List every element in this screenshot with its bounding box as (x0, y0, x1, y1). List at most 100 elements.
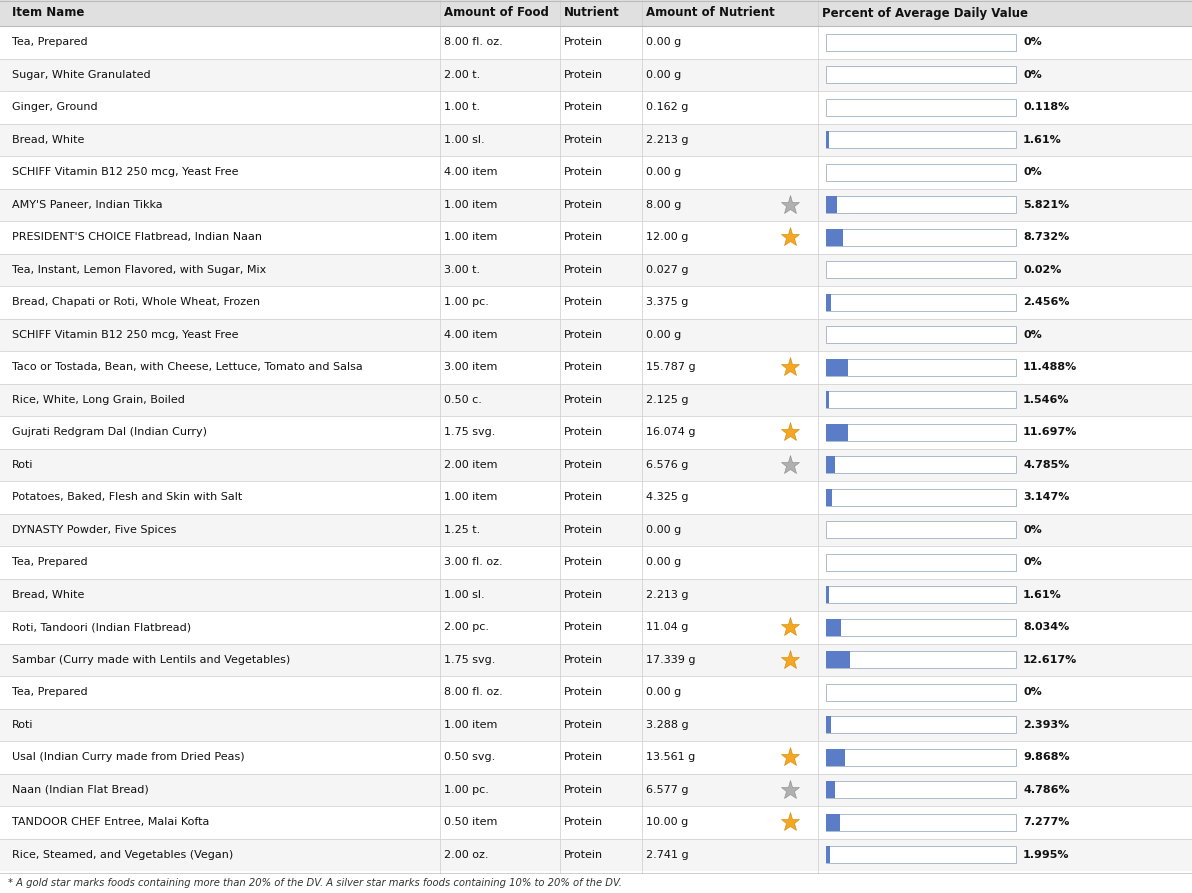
Text: 0%: 0% (1023, 688, 1042, 697)
Text: 1.00 pc.: 1.00 pc. (443, 785, 489, 795)
FancyBboxPatch shape (826, 359, 848, 376)
FancyBboxPatch shape (826, 651, 1016, 668)
Text: Protein: Protein (564, 38, 603, 47)
FancyBboxPatch shape (826, 66, 1016, 83)
Text: 1.00 pc.: 1.00 pc. (443, 297, 489, 307)
Text: Rice, White, Long Grain, Boiled: Rice, White, Long Grain, Boiled (12, 395, 185, 405)
FancyBboxPatch shape (0, 579, 1192, 611)
FancyBboxPatch shape (826, 587, 1016, 603)
Text: AMY'S Paneer, Indian Tikka: AMY'S Paneer, Indian Tikka (12, 200, 162, 210)
FancyBboxPatch shape (826, 163, 1016, 180)
Text: 0%: 0% (1023, 38, 1042, 47)
Text: 3.00 item: 3.00 item (443, 363, 497, 372)
Text: Protein: Protein (564, 557, 603, 567)
Text: Bread, White: Bread, White (12, 135, 85, 145)
Text: 1.00 item: 1.00 item (443, 232, 497, 242)
Text: * A gold star marks foods containing more than 20% of the DV. A silver star mark: * A gold star marks foods containing mor… (8, 878, 622, 888)
Text: 2.125 g: 2.125 g (646, 395, 689, 405)
FancyBboxPatch shape (0, 221, 1192, 254)
Text: 10.00 g: 10.00 g (646, 817, 688, 827)
Text: 8.00 g: 8.00 g (646, 200, 682, 210)
Text: 1.00 item: 1.00 item (443, 200, 497, 210)
FancyBboxPatch shape (826, 99, 1016, 116)
Text: SCHIFF Vitamin B12 250 mcg, Yeast Free: SCHIFF Vitamin B12 250 mcg, Yeast Free (12, 330, 238, 339)
FancyBboxPatch shape (0, 481, 1192, 513)
FancyBboxPatch shape (826, 619, 1016, 636)
Text: Tea, Prepared: Tea, Prepared (12, 557, 88, 567)
FancyBboxPatch shape (826, 847, 1016, 864)
Text: 7.277%: 7.277% (1023, 817, 1069, 827)
Text: 3.375 g: 3.375 g (646, 297, 688, 307)
Text: 4.786%: 4.786% (1023, 785, 1069, 795)
Text: Protein: Protein (564, 817, 603, 827)
Text: Protein: Protein (564, 622, 603, 632)
FancyBboxPatch shape (0, 839, 1192, 871)
Text: Protein: Protein (564, 785, 603, 795)
Text: 12.00 g: 12.00 g (646, 232, 688, 242)
FancyBboxPatch shape (826, 587, 830, 603)
Text: 8.00 fl. oz.: 8.00 fl. oz. (443, 38, 503, 47)
Text: Protein: Protein (564, 589, 603, 600)
Text: 1.546%: 1.546% (1023, 395, 1069, 405)
Text: 3.147%: 3.147% (1023, 492, 1069, 502)
Text: Bread, White: Bread, White (12, 589, 85, 600)
Text: 0.00 g: 0.00 g (646, 557, 682, 567)
Text: 15.787 g: 15.787 g (646, 363, 696, 372)
FancyBboxPatch shape (0, 156, 1192, 188)
FancyBboxPatch shape (826, 814, 1016, 830)
FancyBboxPatch shape (0, 708, 1192, 741)
Text: 2.00 pc.: 2.00 pc. (443, 622, 489, 632)
Text: 0.50 c.: 0.50 c. (443, 395, 482, 405)
FancyBboxPatch shape (0, 513, 1192, 546)
Text: Rice, Steamed, and Vegetables (Vegan): Rice, Steamed, and Vegetables (Vegan) (12, 850, 234, 860)
Text: 0.00 g: 0.00 g (646, 525, 682, 535)
FancyBboxPatch shape (826, 814, 840, 830)
FancyBboxPatch shape (0, 59, 1192, 91)
Text: 0.00 g: 0.00 g (646, 167, 682, 177)
Text: 2.213 g: 2.213 g (646, 589, 689, 600)
Text: 11.697%: 11.697% (1023, 427, 1078, 438)
Text: 3.00 t.: 3.00 t. (443, 264, 480, 275)
Text: 1.00 item: 1.00 item (443, 720, 497, 730)
Text: 8.00 fl. oz.: 8.00 fl. oz. (443, 688, 503, 697)
FancyBboxPatch shape (826, 391, 828, 408)
Text: 11.04 g: 11.04 g (646, 622, 688, 632)
Text: Naan (Indian Flat Bread): Naan (Indian Flat Bread) (12, 785, 149, 795)
FancyBboxPatch shape (0, 741, 1192, 773)
Text: Protein: Protein (564, 720, 603, 730)
Text: SCHIFF Vitamin B12 250 mcg, Yeast Free: SCHIFF Vitamin B12 250 mcg, Yeast Free (12, 167, 238, 177)
Text: 2.393%: 2.393% (1023, 720, 1069, 730)
Text: 0%: 0% (1023, 330, 1042, 339)
Text: Sugar, White Granulated: Sugar, White Granulated (12, 70, 150, 79)
Text: Protein: Protein (564, 167, 603, 177)
Text: 12.617%: 12.617% (1023, 655, 1078, 664)
FancyBboxPatch shape (826, 34, 1016, 51)
Text: Amount of Food: Amount of Food (443, 6, 548, 20)
FancyBboxPatch shape (0, 546, 1192, 579)
Text: Protein: Protein (564, 427, 603, 438)
Text: 0.00 g: 0.00 g (646, 70, 682, 79)
Text: 9.868%: 9.868% (1023, 752, 1069, 763)
Text: Protein: Protein (564, 200, 603, 210)
Text: Protein: Protein (564, 232, 603, 242)
FancyBboxPatch shape (0, 254, 1192, 286)
FancyBboxPatch shape (826, 424, 1016, 441)
FancyBboxPatch shape (0, 319, 1192, 351)
Text: Tea, Prepared: Tea, Prepared (12, 688, 88, 697)
Text: 13.561 g: 13.561 g (646, 752, 695, 763)
FancyBboxPatch shape (826, 847, 830, 864)
Text: 2.00 oz.: 2.00 oz. (443, 850, 489, 860)
Text: 16.074 g: 16.074 g (646, 427, 695, 438)
Text: 1.00 sl.: 1.00 sl. (443, 589, 485, 600)
Text: TANDOOR CHEF Entree, Malai Kofta: TANDOOR CHEF Entree, Malai Kofta (12, 817, 210, 827)
Text: 0.00 g: 0.00 g (646, 330, 682, 339)
Text: 2.00 item: 2.00 item (443, 460, 497, 470)
Text: 4.00 item: 4.00 item (443, 167, 497, 177)
Text: 11.488%: 11.488% (1023, 363, 1078, 372)
FancyBboxPatch shape (826, 749, 845, 765)
Text: 1.995%: 1.995% (1023, 850, 1069, 860)
Text: 0%: 0% (1023, 525, 1042, 535)
Text: Protein: Protein (564, 103, 603, 113)
Text: 2.741 g: 2.741 g (646, 850, 689, 860)
Text: Protein: Protein (564, 655, 603, 664)
